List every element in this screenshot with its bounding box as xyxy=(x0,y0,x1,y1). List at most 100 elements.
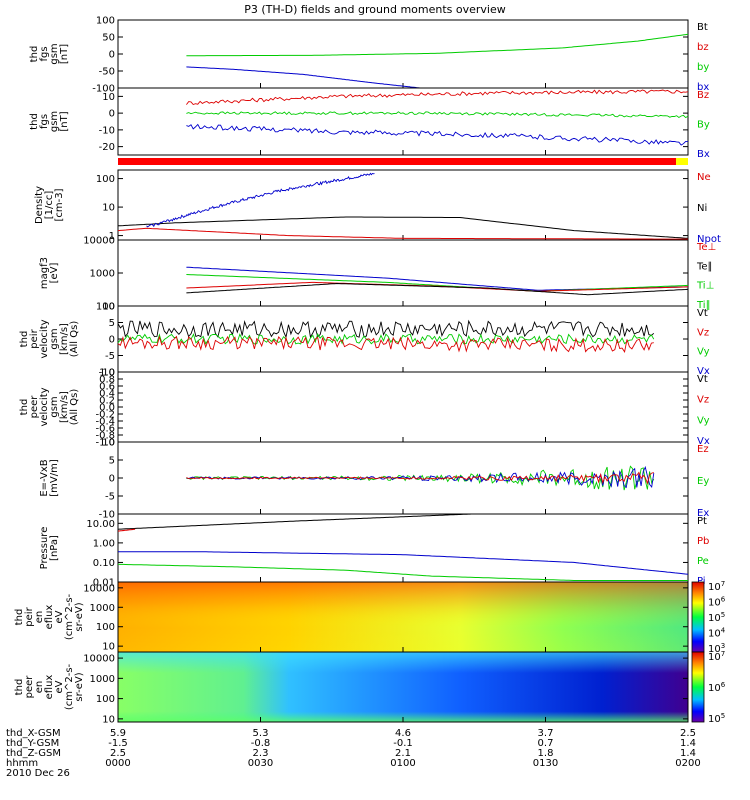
y-axis-label: eV xyxy=(54,610,65,623)
footer-value: 0200 xyxy=(675,758,700,769)
footer-row-label: thd_Y-GSM xyxy=(6,738,59,749)
y-axis-label: fgs xyxy=(39,46,50,61)
y-axis-label: (All Qs) xyxy=(69,321,80,358)
y-axis-label: sr-eV) xyxy=(74,672,85,701)
series-line-red xyxy=(117,227,688,240)
y-tick-label: -50 xyxy=(99,67,115,78)
series-line-red xyxy=(186,89,689,106)
y-tick-label: 100 xyxy=(96,622,115,633)
y-axis-label: peir xyxy=(29,328,40,348)
footer-row-label: hhmm xyxy=(6,758,38,769)
y-tick-label: -100 xyxy=(92,84,115,95)
y-tick-label: 100 xyxy=(96,302,115,313)
legend-entry: Ne xyxy=(697,172,711,183)
y-tick-label: 5 xyxy=(109,456,115,467)
legend-entry: By xyxy=(697,120,710,131)
legend-entry: Pb xyxy=(697,536,709,547)
legend-entry: Vt xyxy=(697,374,708,385)
legend-entry: Bx xyxy=(697,149,710,160)
y-tick-label: 1000 xyxy=(90,674,115,685)
y-axis-label: thd xyxy=(19,331,30,348)
legend-entry: Vx xyxy=(697,436,710,447)
y-tick-label: 0.4 xyxy=(99,389,115,400)
y-axis-label: E=-VxB xyxy=(39,459,50,496)
colorbar-tick-label: 106 xyxy=(708,681,726,694)
y-axis-label: sr-eV) xyxy=(74,602,85,631)
colorbar: 107 106 105 xyxy=(691,650,726,725)
footer-value: -1.5 xyxy=(108,738,128,749)
y-tick-label: 10.00 xyxy=(86,519,115,530)
y-tick-label: 0.6 xyxy=(99,382,115,393)
y-axis-label: [nT] xyxy=(59,111,70,131)
series-line-blue xyxy=(118,551,689,575)
series-line-green xyxy=(186,111,689,119)
panel-frame xyxy=(117,169,689,241)
footer-value: 0130 xyxy=(533,758,558,769)
colorbar-tick-label: 107 xyxy=(708,650,725,663)
legend-entry: Ey xyxy=(697,476,709,487)
legend-entry: Bt xyxy=(697,22,708,33)
legend-entry: Te∥ xyxy=(696,261,713,272)
panel-4: 10000 1000 100 magf3 [eV] Te⊥ Te∥ Ti⊥ Ti∥ xyxy=(39,236,716,313)
y-tick-label: 0 xyxy=(109,335,115,346)
y-tick-label: -5 xyxy=(105,351,115,362)
y-axis-label: eV xyxy=(54,680,65,693)
y-axis-label: (cm^2-s- xyxy=(64,593,75,640)
legend-entry: Pi xyxy=(697,576,706,587)
y-tick-label: 0 xyxy=(109,474,115,485)
footer-value: 4.6 xyxy=(395,728,411,739)
footer-value: -0.1 xyxy=(393,738,413,749)
legend-entry: bz xyxy=(697,42,709,53)
y-tick-label: 10000 xyxy=(83,583,115,594)
y-axis-label: gsm xyxy=(49,396,60,417)
legend-entry: Vz xyxy=(697,327,709,338)
y-axis-label: gsm xyxy=(49,328,60,349)
footer-value: 5.9 xyxy=(110,728,126,739)
footer-value: 2.5 xyxy=(110,748,126,759)
y-tick-label: 10 xyxy=(102,714,115,725)
y-axis-label: [cm-3] xyxy=(54,188,65,221)
y-tick-label: 0 xyxy=(109,109,115,120)
y-axis-label: thd xyxy=(19,399,30,416)
y-axis-label: (cm^2-s- xyxy=(64,663,75,710)
y-tick-label: 1000 xyxy=(90,603,115,614)
footer-value: 0.7 xyxy=(538,738,554,749)
y-tick-label: 1.00 xyxy=(93,538,115,549)
y-axis-label: en xyxy=(34,681,45,694)
y-tick-label: -0.4 xyxy=(95,417,115,428)
legend-entry: Bz xyxy=(697,90,709,101)
panel-frame xyxy=(117,239,689,307)
legend-entry: Ni xyxy=(697,203,707,214)
panel-5: 10 5 0 -5 -10 thd peir velocity gsm [km/s] (All Qs… xyxy=(19,302,710,379)
series-line-blue xyxy=(186,465,655,489)
legend-entry: Ex xyxy=(697,508,709,519)
series-line-red xyxy=(186,471,654,485)
legend-entry: Vt xyxy=(697,308,708,319)
y-axis-label: peer xyxy=(24,675,35,699)
panel-8: 10.00 1.00 0.10 0.01 Pressure [nPa] Pt Pb Pe Pi xyxy=(39,513,709,589)
y-tick-label: 10 xyxy=(102,642,115,653)
colorbar-tick-label: 107 xyxy=(708,580,725,593)
legend-entry: Pt xyxy=(697,516,707,527)
series-line-green xyxy=(186,33,689,57)
y-tick-label: 0.01 xyxy=(93,578,115,589)
y-tick-label: 10 xyxy=(102,302,115,313)
series-line-black xyxy=(186,282,689,296)
y-tick-label: 0.2 xyxy=(99,396,115,407)
colorbar-tick-label: 105 xyxy=(708,611,725,624)
y-axis-label: velocity xyxy=(39,387,50,426)
y-tick-label: -0.2 xyxy=(95,410,115,421)
legend-entry: Vz xyxy=(697,395,709,406)
footer-value: 0000 xyxy=(105,758,130,769)
y-axis-label: gsm xyxy=(49,43,60,64)
footer-value: 0030 xyxy=(248,758,273,769)
footer-value: 1.4 xyxy=(680,738,696,749)
y-tick-label: 10000 xyxy=(83,236,115,247)
spectrogram-overlay xyxy=(118,652,688,722)
y-axis-label: [eV] xyxy=(49,263,60,284)
y-tick-label: -10 xyxy=(99,368,115,379)
y-tick-label: -1.0 xyxy=(95,438,115,449)
footer-row-label: thd_X-GSM xyxy=(6,728,61,739)
